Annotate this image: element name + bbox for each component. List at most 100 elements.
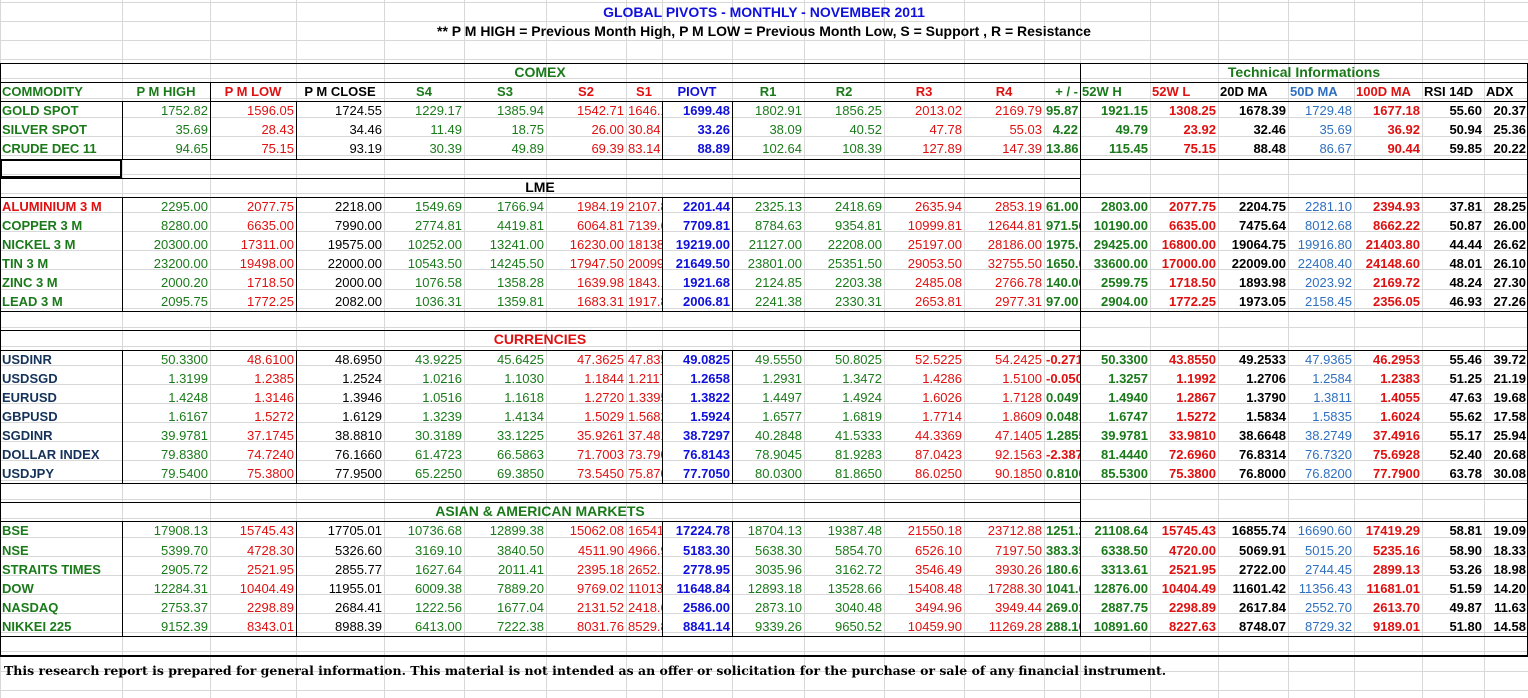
value-rsi-14d: 46.93 [1449,294,1482,309]
value-r2: 22208.00 [827,237,882,252]
value-pm-close: 1.6129 [342,409,382,424]
value-rsi-14d: 49.87 [1449,600,1482,615]
value-r1: 80.0300 [755,466,802,481]
value-pivot: 8841.14 [683,619,730,634]
instrument-name: GBPUSD [2,409,58,424]
value-pm-high: 8280.00 [161,218,208,233]
column-header-20d-ma: 20D MA [1220,84,1268,99]
value-pm-close: 1.2524 [342,371,382,386]
value-pm-close: 77.9500 [335,466,382,481]
value-adx: 27.30 [1493,275,1526,290]
value-pm-high: 1.6167 [168,409,208,424]
value-r2: 13528.66 [827,581,882,596]
value-pm-high: 1.3199 [168,371,208,386]
value-pivot: 17224.78 [675,523,730,538]
column-header-pm-low: P M LOW [224,84,282,99]
value-change: 1650.00 [1046,256,1080,271]
row-border [0,159,1528,160]
value-adx: 20.37 [1493,103,1526,118]
value-s3: 66.5863 [497,447,544,462]
selected-cell[interactable] [0,159,122,178]
value-r2: 5854.70 [835,543,882,558]
value-s4: 43.9225 [415,352,462,367]
column-header-r1: R1 [759,84,777,99]
value-pm-low: 17311.00 [240,237,294,252]
value-r1: 23801.00 [747,256,802,271]
value-50d-ma: 8012.68 [1305,218,1352,233]
value-adx: 28.25 [1493,199,1526,214]
value-s4: 1076.58 [415,275,462,290]
value-52w-low: 17000.00 [1161,256,1216,271]
value-pivot: 2201.44 [683,199,730,214]
value-52w-low: 1772.25 [1169,294,1216,309]
value-change: 4.22 [1052,122,1078,137]
row-border [0,636,1528,637]
value-s1: 2107.88 [628,199,662,214]
value-50d-ma: 35.69 [1319,122,1352,137]
instrument-name: COPPER 3 M [2,218,83,233]
value-pm-high: 2753.37 [161,600,208,615]
value-52w-low: 2077.75 [1169,199,1216,214]
instrument-name: BSE [2,523,29,538]
value-r4: 92.1563 [995,447,1042,462]
value-change: 0.8100 [1046,466,1080,481]
value-pm-high: 17908.13 [153,523,208,538]
value-pm-high: 39.9781 [161,428,208,443]
value-change: 0.0497 [1046,390,1080,405]
value-52w-high: 85.5300 [1101,466,1148,481]
value-r4: 1.5100 [1002,371,1042,386]
value-r3: 1.7714 [922,409,962,424]
value-52w-high: 10891.60 [1093,619,1148,634]
value-s1: 30.84 [628,122,661,137]
value-52w-low: 75.15 [1183,141,1216,156]
value-r1: 40.2848 [755,428,802,443]
instrument-name: EURUSD [2,390,57,405]
value-50d-ma: 47.9365 [1305,352,1352,367]
value-50d-ma: 1.3811 [1313,390,1352,405]
value-20d-ma: 8748.07 [1239,619,1286,634]
value-pivot: 76.8143 [683,447,730,462]
value-s3: 1677.04 [497,600,544,615]
column-header-adx: ADX [1486,84,1514,99]
value-pivot: 1.2658 [690,371,730,386]
report-title: GLOBAL PIVOTS - MONTHLY - NOVEMBER 2011 [603,4,925,20]
value-pm-close: 2082.00 [335,294,382,309]
value-pm-low: 10404.49 [239,581,294,596]
value-s4: 1036.31 [415,294,462,309]
value-adx: 14.58 [1493,619,1526,634]
value-s1: 75.8700 [628,466,662,481]
value-s4: 1229.17 [415,103,462,118]
value-100d-ma: 2394.93 [1373,199,1420,214]
value-s2: 71.7003 [577,447,624,462]
value-r2: 1.4924 [842,390,882,405]
value-pivot: 7709.81 [683,218,730,233]
value-s1: 16541.43 [628,523,662,538]
value-pm-low: 1.3146 [254,390,294,405]
instrument-name: NASDAQ [2,600,59,615]
value-r1: 38.09 [769,122,802,137]
value-r3: 10999.81 [907,218,962,233]
value-s3: 49.89 [511,141,544,156]
value-s3: 13241.00 [489,237,544,252]
value-rsi-14d: 48.01 [1449,256,1482,271]
value-s3: 14245.50 [489,256,544,271]
value-pivot: 88.89 [697,141,730,156]
value-s2: 1.1844 [584,371,624,386]
column-header-s4: S4 [416,84,432,99]
value-50d-ma: 22408.40 [1297,256,1352,271]
value-s2: 9769.02 [577,581,624,596]
instrument-name: ZINC 3 M [2,275,58,290]
value-r3: 86.0250 [915,466,962,481]
value-adx: 17.58 [1493,409,1526,424]
value-52w-low: 1.1992 [1176,371,1216,386]
value-r3: 29053.50 [907,256,962,271]
value-s2: 15062.08 [569,523,624,538]
value-r1: 12893.18 [747,581,802,596]
value-pivot: 2778.95 [683,562,730,577]
value-20d-ma: 1893.98 [1239,275,1286,290]
value-52w-high: 2887.75 [1101,600,1148,615]
value-52w-low: 43.8550 [1169,352,1216,367]
value-100d-ma: 9189.01 [1373,619,1420,634]
value-52w-high: 2803.00 [1101,199,1148,214]
